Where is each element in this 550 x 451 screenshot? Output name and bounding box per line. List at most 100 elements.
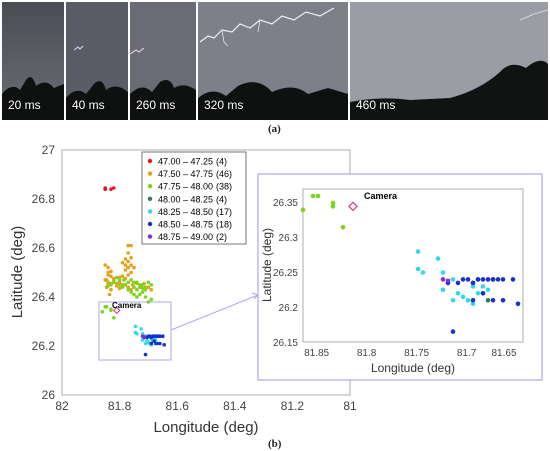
inset-scatter-point	[440, 277, 446, 282]
inset-scatter-point	[485, 287, 491, 293]
inset-y-tick-label: 26.25	[273, 268, 298, 279]
main-scatter-point	[139, 327, 143, 331]
main-scatter-point	[126, 280, 130, 285]
inset-scatter-point	[500, 277, 506, 282]
inset-scatter-point	[455, 280, 461, 286]
inset-scatter-point	[315, 193, 321, 199]
main-scatter-points	[100, 186, 166, 357]
inset-camera-label: Camera	[364, 191, 398, 201]
photo-frame-1-image	[2, 2, 64, 120]
main-scatter-point	[126, 273, 130, 277]
inset-scatter-point	[340, 224, 346, 230]
inset-scatter-point	[440, 287, 446, 293]
main-tick-labels: 82 81.8 81.6 81.4 81.2 81 26 26.2 26.4 2…	[32, 143, 357, 413]
inset-scatter-point	[330, 200, 336, 206]
main-scatter-point	[129, 255, 133, 260]
photo-frame-3-image	[130, 2, 196, 120]
inset-y-tick-label: 26.15	[273, 338, 298, 349]
inset-scatter-point	[465, 298, 471, 303]
main-scatter-point	[114, 284, 119, 288]
main-y-axis-label: Latitude (deg)	[9, 226, 26, 319]
inset-plot-frame	[302, 188, 524, 343]
main-scatter-point	[109, 187, 113, 191]
main-scatter-point	[146, 280, 151, 285]
x-tick-label: 81	[343, 399, 357, 413]
main-scatter-point	[100, 309, 105, 314]
main-scatter-point	[106, 284, 110, 288]
legend-count: (18)	[216, 220, 232, 230]
inset-scatter-point	[420, 270, 426, 275]
main-scatter-point	[158, 334, 162, 339]
main-scatter-point	[103, 278, 107, 282]
inset-tick-labels: 81.85 81.8 81.75 81.7 81.65 26.15 26.2 2…	[273, 198, 517, 359]
main-scatter-point	[104, 305, 109, 309]
x-tick-label: 81.2	[281, 399, 305, 413]
inset-scatter-point	[415, 266, 421, 272]
photo-frame-5-image	[350, 2, 548, 120]
inset-scatter-point	[460, 294, 466, 300]
legend-count: (4)	[216, 194, 227, 204]
main-scatter-point	[143, 295, 148, 299]
main-scatter-point	[152, 339, 156, 343]
inset-scatter-point	[440, 270, 446, 275]
zoom-region-box	[98, 301, 172, 361]
inset-scatter-point	[330, 204, 336, 209]
main-scatter-point	[123, 283, 128, 287]
legend-marker	[147, 234, 153, 239]
main-scatter-point	[135, 287, 139, 292]
main-scatter-point	[126, 287, 130, 292]
main-scatter-point	[140, 286, 145, 291]
main-scatter-point	[117, 275, 122, 280]
main-scatter-point	[106, 270, 110, 275]
main-scatter-point	[120, 260, 125, 265]
main-scatter-point	[112, 280, 116, 285]
inset-scatter-point	[470, 284, 476, 289]
inset-scatter-point	[470, 280, 476, 286]
photo-frame-4: 320 ms	[198, 2, 348, 120]
main-scatter-point	[149, 287, 154, 292]
inset-scatter-point	[435, 256, 441, 261]
main-scatter-point	[112, 316, 116, 320]
inset-scatter-point	[450, 298, 456, 303]
main-scatter-point	[123, 257, 128, 261]
inset-scatter-point	[480, 277, 486, 282]
y-tick-label: 26.6	[32, 241, 56, 255]
main-scatter-point	[143, 341, 148, 346]
inset-y-tick-label: 26.3	[279, 233, 299, 244]
frame-time-label: 460 ms	[356, 98, 396, 112]
legend-label: 47.00 – 47.25	[158, 157, 213, 167]
inset-x-tick-label: 81.65	[491, 348, 516, 359]
x-tick-label: 81.8	[108, 399, 132, 413]
main-scatter-point	[103, 187, 107, 191]
inset-x-tick-label: 81.8	[357, 348, 377, 359]
main-scatter-point	[138, 285, 142, 290]
legend-marker	[147, 158, 153, 164]
main-scatter-point	[143, 352, 148, 357]
legend-count: (17)	[216, 207, 232, 217]
legend-label: 48.25 – 48.50	[158, 207, 213, 217]
main-scatter-point	[146, 300, 151, 304]
main-scatter-point	[145, 335, 149, 340]
legend-marker	[147, 184, 153, 189]
frame-time-label: 320 ms	[204, 98, 244, 112]
main-scatter-point	[140, 283, 145, 287]
legend: 47.00 – 47.25 (4)47.50 – 47.75 (46)47.75 –…	[141, 151, 247, 245]
main-scatter-point	[123, 263, 128, 267]
main-scatter-point	[129, 270, 133, 275]
main-scatter-point	[112, 276, 116, 281]
panel-a-caption: (a)	[268, 123, 281, 135]
photo-frame-4-image	[198, 2, 348, 120]
legend-count: (38)	[216, 182, 232, 192]
main-scatter-point	[126, 259, 130, 264]
main-scatter-point	[138, 292, 142, 297]
main-x-axis-label: Longitude (deg)	[153, 419, 258, 436]
legend-label: 48.00 – 48.25	[158, 194, 213, 204]
main-scatter-point	[107, 292, 112, 297]
inset-scatter-point	[470, 301, 476, 307]
main-scatter-point	[120, 285, 125, 290]
legend-count: (4)	[216, 157, 227, 167]
y-tick-label: 26	[42, 388, 56, 402]
inset-scatter-point	[485, 298, 491, 303]
inset-x-tick-label: 81.75	[404, 348, 429, 359]
inset-scatter-point	[455, 291, 461, 296]
